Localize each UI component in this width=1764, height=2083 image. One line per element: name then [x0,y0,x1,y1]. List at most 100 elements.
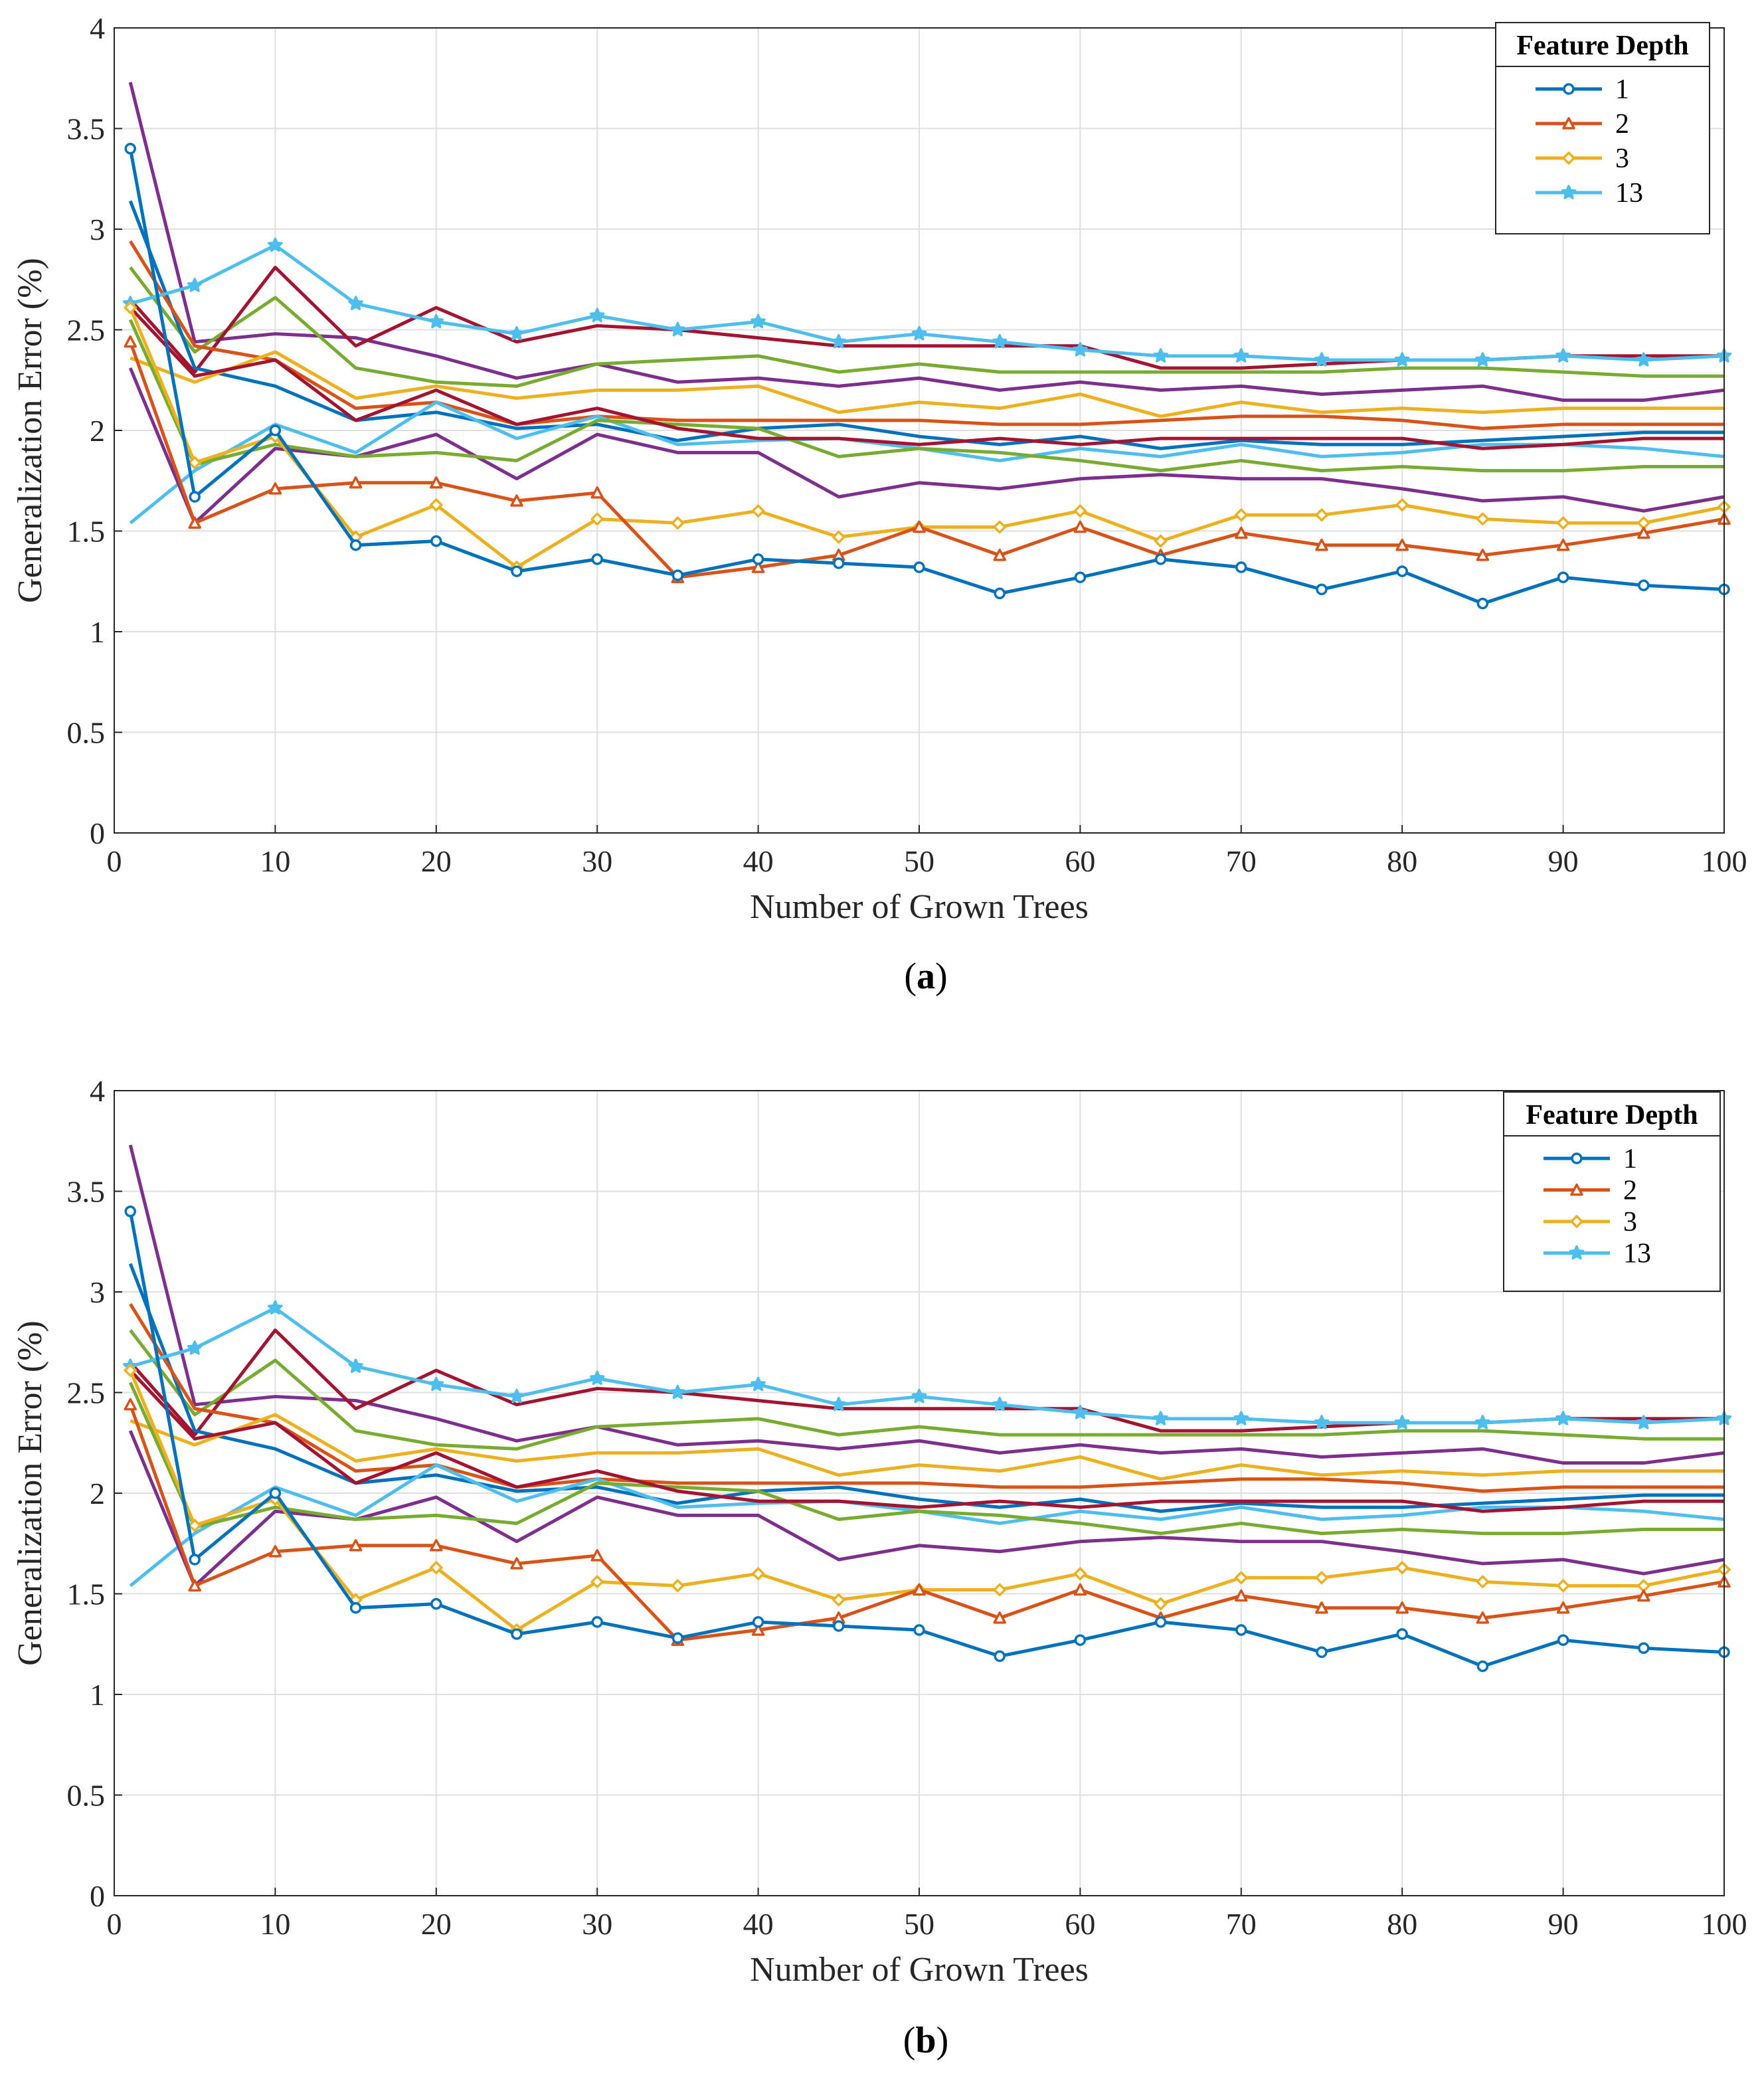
data-point-depth-2 [1235,1589,1248,1602]
data-point-depth-3 [1154,1597,1168,1611]
panel-caption: (a) [904,956,947,997]
legend-label-depth-3: 3 [1615,143,1629,174]
data-point-depth-3 [1395,1561,1409,1574]
x-tick-label: 40 [743,844,774,878]
data-point-depth-13 [1153,1411,1168,1425]
y-tick-label: 1.5 [67,515,106,549]
data-point-depth-13 [1233,1411,1249,1425]
data-point-depth-13 [1555,348,1571,363]
panel-caption-letter: a [917,956,935,997]
data-point-depth-3 [188,1518,201,1532]
data-point-depth-2 [1315,1601,1328,1614]
data-point-depth-2 [751,1623,765,1636]
data-point-depth-2 [268,482,282,495]
legend-marker-depth-3 [1570,1215,1583,1228]
data-point-depth-2 [1637,1589,1650,1602]
data-point-depth-13 [1394,352,1410,367]
data-point-depth-3 [671,516,685,530]
data-point-depth-13 [992,333,1008,349]
x-tick-label: 90 [1548,1907,1579,1941]
data-point-depth-13 [428,1376,444,1392]
data-point-depth-2 [1073,520,1087,533]
data-point-depth-1 [269,1487,282,1499]
x-tick-label: 80 [1387,1907,1417,1941]
data-point-depth-1 [1235,1624,1247,1636]
data-point-depth-1 [913,561,925,573]
panel-caption: (b) [903,2020,948,2061]
data-point-depth-1 [511,1628,523,1640]
data-point-depth-13 [509,325,525,341]
x-tick-label: 50 [904,1907,934,1941]
x-tick-label: 60 [1065,1907,1095,1941]
data-point-depth-1 [1396,1628,1408,1640]
y-tick-label: 2 [90,414,105,448]
x-tick-label: 10 [260,844,290,878]
data-point-depth-3 [1073,1567,1087,1580]
series-line-unlabeled-12 [128,319,1724,473]
data-point-depth-2 [751,561,765,573]
data-point-depth-13 [1475,352,1490,367]
data-point-depth-1 [994,1650,1006,1663]
data-point-depth-3 [590,512,604,526]
data-point-depth-2 [510,1557,523,1570]
data-point-depth-1 [430,535,442,547]
data-point-depth-2 [993,549,1006,561]
data-point-depth-1 [1154,553,1167,565]
data-point-depth-2 [993,1611,1006,1624]
data-point-depth-13 [670,321,685,337]
series-line-unlabeled-7 [128,1263,1724,1513]
data-point-depth-2 [188,1579,201,1592]
chart-panel-b: 0 10 20 30 40 50 60 70 80 90 100 0 0.5 1 1.5 2 2.5 3 3.5 4 N… [11,1074,1747,2061]
data-point-depth-1 [430,1597,442,1610]
data-point-depth-13 [911,325,927,341]
y-tick-label: 0 [90,1879,105,1913]
series-line-unlabeled-11 [128,367,1725,525]
data-point-depth-3 [188,456,201,470]
data-point-depth-3 [1315,1571,1328,1585]
x-tick-label: 0 [107,1907,122,1941]
data-point-depth-1 [1396,565,1408,577]
y-tick-label: 1 [90,615,105,649]
data-point-depth-3 [1556,516,1570,530]
data-point-depth-2 [510,494,523,507]
series-line-unlabeled-8 [129,1303,1724,1493]
data-point-depth-13 [1636,352,1652,367]
data-point-depth-13 [187,278,203,292]
data-point-depth-1 [1316,583,1328,596]
series-line-unlabeled-8 [129,240,1724,430]
data-point-depth-1 [1557,1634,1569,1646]
x-tick-label: 50 [904,844,934,878]
data-point-depth-1 [269,424,282,436]
legend-title: Feature Depth [1516,31,1688,61]
data-point-depth-1 [124,143,136,155]
x-axis-label: Number of Grown Trees [750,888,1089,926]
legend: Feature Depth 1 2 3 13 [1495,22,1710,234]
data-point-depth-13 [348,296,363,310]
series-line-unlabeled-4 [128,82,1725,403]
data-point-depth-2 [349,476,363,489]
data-point-depth-13 [348,1358,363,1373]
data-point-depth-13 [750,314,766,329]
y-tick-label: 0 [90,816,105,850]
legend-marker-depth-3 [1562,151,1575,165]
data-point-depth-3 [1556,1579,1570,1593]
data-point-depth-1 [752,1616,764,1628]
legend-label-depth-3: 3 [1623,1207,1637,1237]
data-point-depth-13 [1073,1405,1088,1419]
series-line-unlabeled-13 [129,306,1724,450]
y-tick-label: 2 [90,1477,105,1510]
data-point-depth-13 [1073,342,1088,357]
data-point-depth-1 [1476,597,1489,610]
data-point-depth-3 [124,301,137,314]
data-point-depth-2 [268,1545,282,1558]
data-point-depth-2 [590,1549,604,1562]
data-point-depth-3 [1476,1575,1490,1589]
y-tick-label: 0.5 [67,1779,106,1813]
data-point-depth-13 [509,1388,525,1404]
y-tick-label: 3.5 [67,1175,106,1209]
data-point-depth-3 [1476,512,1490,526]
legend-label-depth-13: 13 [1615,178,1643,209]
x-tick-label: 60 [1065,844,1095,878]
data-point-depth-3 [124,1364,137,1377]
